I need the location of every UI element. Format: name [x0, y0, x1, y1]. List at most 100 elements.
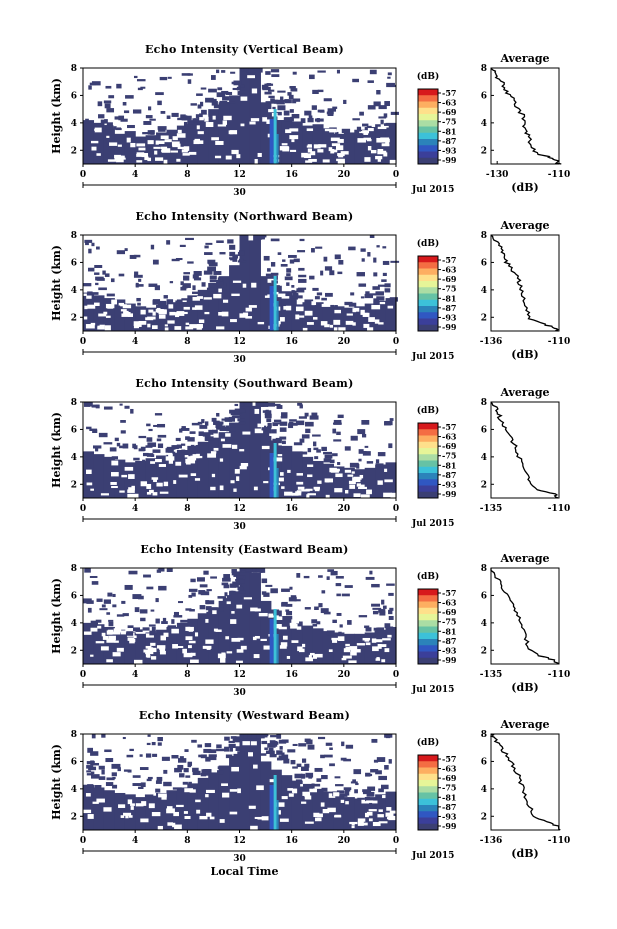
- average-y-tick-label: 8: [481, 730, 487, 740]
- average-y-tick-label: 4: [481, 453, 487, 463]
- average-x-tick-label: -136: [480, 836, 503, 846]
- echo-column: [83, 622, 95, 664]
- y-tick-label: 4: [71, 119, 77, 129]
- x-tick-label: 0: [393, 170, 399, 180]
- y-tick-label: 8: [71, 730, 77, 740]
- y-tick-label: 2: [71, 646, 77, 656]
- colorbar-swatch: [418, 651, 438, 659]
- colorbar-swatch: [418, 299, 438, 307]
- echo-column: [124, 632, 136, 664]
- echo-column: [260, 276, 272, 331]
- y-axis-label: Height (km): [50, 578, 63, 654]
- echo-column: [322, 304, 334, 331]
- average-profile-line: [490, 401, 559, 499]
- panel-4: Echo Intensity (Westward Beam) Height (km…: [50, 709, 570, 878]
- y-tick-label: 6: [71, 757, 77, 767]
- x-tick-label: 0: [393, 670, 399, 680]
- y-tick-label: 8: [71, 64, 77, 74]
- colorbar-tick-label: -75: [442, 617, 456, 627]
- echo-speckle: [85, 68, 399, 165]
- echo-core: [273, 443, 277, 498]
- colorbar-swatch: [418, 626, 438, 634]
- colorbar-tick-label: -57: [442, 255, 456, 265]
- average-x-tick-label: -110: [548, 504, 571, 514]
- colorbar: [417, 588, 441, 665]
- echo-column: [187, 295, 199, 331]
- echo-column: [83, 451, 95, 498]
- x-tick-label: 0: [393, 504, 399, 514]
- colorbar-label: (dB): [417, 737, 439, 748]
- colorbar: [417, 422, 441, 499]
- colorbar-swatch: [418, 792, 438, 800]
- average-y-tick-label: 8: [481, 564, 487, 574]
- y-axis-label: Height (km): [50, 412, 63, 488]
- colorbar-label: (dB): [417, 405, 439, 416]
- date-label: Jul 2015: [411, 519, 454, 529]
- echo-column: [103, 626, 115, 664]
- echo-column: [187, 120, 199, 164]
- average-y-tick-label: 4: [481, 619, 487, 629]
- x-tick-label: 8: [184, 504, 190, 514]
- colorbar-tick-label: -99: [442, 155, 457, 165]
- echo-column: [114, 299, 126, 331]
- colorbar-swatch: [418, 485, 438, 493]
- panel-title: Echo Intensity (Vertical Beam): [145, 43, 344, 56]
- average-y-tick-label: 6: [481, 757, 487, 767]
- colorbar-tick-label: -93: [442, 312, 457, 322]
- echo-column: [229, 265, 241, 331]
- colorbar-tick-label: -87: [442, 303, 456, 313]
- echo-core: [276, 134, 279, 164]
- date-label: Jul 2015: [411, 685, 454, 695]
- colorbar-swatch: [418, 761, 438, 768]
- colorbar-swatch: [418, 823, 438, 831]
- y-tick-label: 4: [71, 785, 77, 795]
- x-tick-label: 8: [184, 836, 190, 846]
- x-tick-label: 0: [80, 337, 86, 347]
- x-tick-label: 8: [184, 337, 190, 347]
- average-title: Average: [499, 386, 549, 399]
- echo-column: [333, 466, 345, 498]
- average-frame: [490, 401, 560, 499]
- y-tick-label: 6: [71, 91, 77, 101]
- colorbar-tick-label: -93: [442, 145, 457, 155]
- average-y-tick-label: 4: [481, 119, 487, 129]
- colorbar-swatch: [418, 755, 438, 762]
- panel-2: Echo Intensity (Southward Beam) Height (k…: [50, 377, 570, 532]
- x-tick-label: 20: [338, 836, 351, 846]
- colorbar-swatch: [418, 601, 438, 609]
- echo-column: [103, 128, 115, 164]
- echo-column: [103, 298, 115, 331]
- echo-column: [375, 794, 387, 830]
- average-title: Average: [499, 552, 549, 565]
- echo-core: [276, 468, 279, 498]
- echo-core: [269, 453, 274, 498]
- echo-column: [291, 121, 303, 164]
- colorbar-tick-label: -57: [442, 422, 456, 432]
- echo-core: [269, 785, 274, 830]
- colorbar-swatch: [418, 157, 438, 165]
- echo-column: [302, 125, 314, 164]
- echo-column: [218, 765, 230, 830]
- average-x-label: (dB): [511, 681, 538, 694]
- echo-column: [208, 772, 220, 830]
- x-tick-label: 0: [80, 670, 86, 680]
- echo-column: [114, 133, 126, 164]
- echo-column: [343, 307, 355, 331]
- echo-column: [208, 607, 220, 664]
- average-frame: [490, 567, 560, 665]
- average-x-tick-label: -136: [480, 337, 503, 347]
- colorbar-swatch: [418, 126, 438, 134]
- average-y-tick-label: 4: [481, 785, 487, 795]
- y-tick-label: 4: [71, 286, 77, 296]
- echo-column: [176, 622, 188, 664]
- echo-column: [218, 600, 230, 664]
- echo-column: [364, 467, 376, 498]
- colorbar-tick-label: -87: [442, 136, 456, 146]
- colorbar-tick-label: -69: [442, 274, 457, 284]
- colorbar-tick-label: -99: [442, 322, 457, 332]
- colorbar-swatch: [418, 293, 438, 301]
- colorbar-tick-label: -63: [442, 432, 457, 442]
- x-tick-label: 0: [80, 170, 86, 180]
- average-y-tick-label: 6: [481, 591, 487, 601]
- colorbar-swatch: [418, 595, 438, 602]
